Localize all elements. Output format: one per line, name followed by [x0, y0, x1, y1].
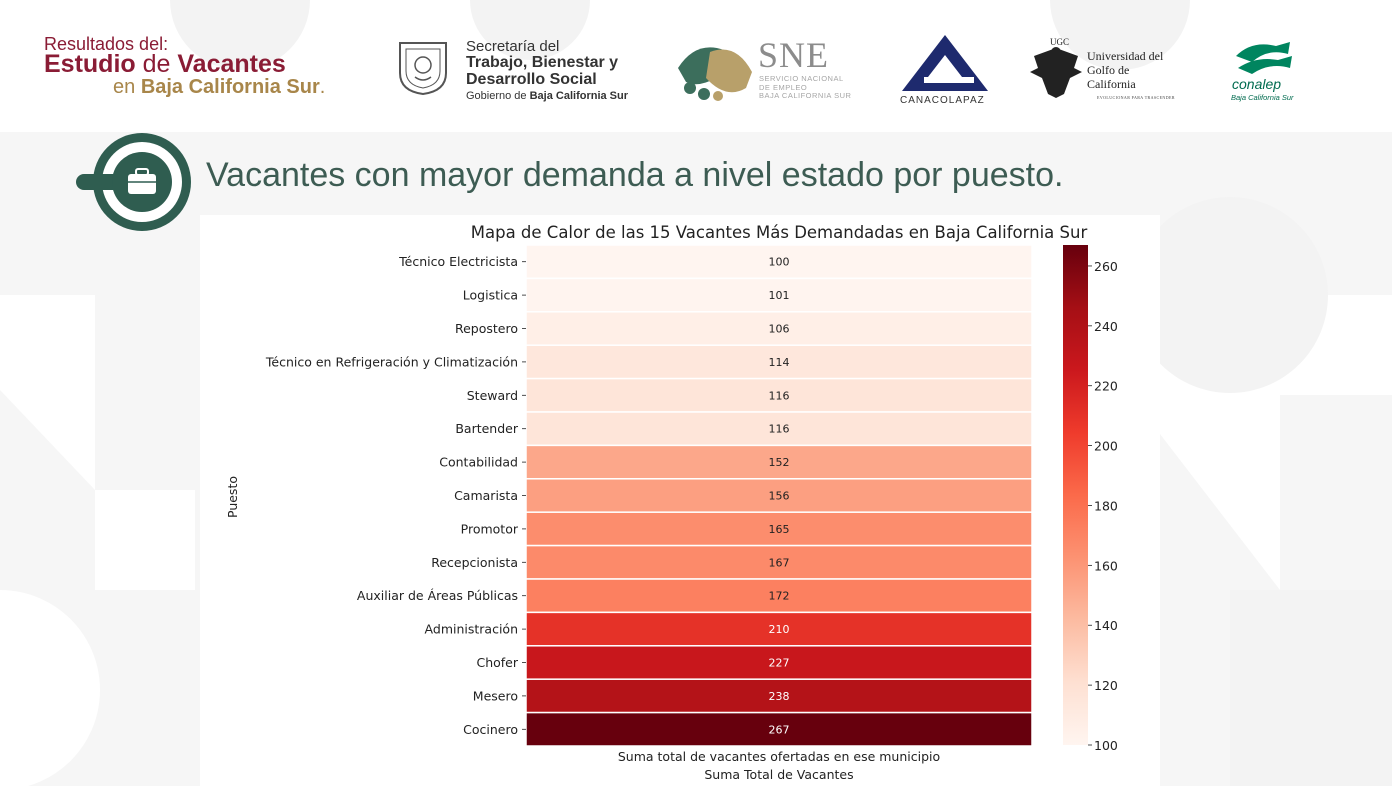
heatmap-cell: [525, 711, 1033, 747]
cell-value-label: 101: [769, 289, 790, 302]
y-tick-label: Mesero: [473, 688, 518, 703]
coat-of-arms-icon: [399, 42, 447, 95]
conalep-emblem-icon: [1236, 42, 1292, 74]
y-tick-label: Steward: [467, 388, 518, 403]
y-tick-label: Cocinero: [463, 722, 518, 737]
colorbar-tick-label: 180: [1094, 498, 1118, 513]
cell-value-label: 167: [769, 556, 790, 569]
y-tick-label: Contabilidad: [439, 455, 518, 470]
cell-value-label: 238: [769, 690, 790, 703]
heatmap-cell: [525, 678, 1033, 714]
cell-value-label: 116: [769, 423, 790, 436]
y-tick-label: Recepcionista: [431, 555, 518, 570]
heatmap-rows: 100 101 106 114 116 116 152 156 165 167 172 210 227 2…: [525, 244, 1033, 747]
cell-value-label: 267: [769, 723, 790, 736]
heatmap-cell: [525, 511, 1033, 547]
eagle-icon: [1030, 47, 1082, 98]
cell-value-label: 156: [769, 490, 790, 503]
conalep-subtitle: Baja California Sur: [1231, 93, 1294, 102]
cell-value-label: 106: [769, 323, 790, 336]
colorbar-tick-label: 140: [1094, 618, 1118, 633]
chart-title: Mapa de Calor de las 15 Vacantes Más Dem…: [471, 223, 1088, 242]
colorbar-tick-label: 160: [1094, 558, 1118, 573]
y-tick-label: Bartender: [455, 421, 519, 436]
x-axis-label: Suma Total de Vacantes: [704, 767, 853, 782]
canaco-triangle-icon: [902, 35, 988, 91]
sne-subtitle: SERVICIO NACIONAL DE EMPLEO BAJA CALIFOR…: [759, 74, 852, 101]
y-tick-label: Chofer: [476, 655, 518, 670]
colorbar-tick-label: 220: [1094, 379, 1118, 394]
colorbar-tick-label: 260: [1094, 259, 1118, 274]
colorbar-ticks: 100 120 140 160 180 200 220 240 260: [1088, 259, 1118, 753]
heatmap-cell: [525, 578, 1033, 614]
brand-line1: Resultados del:: [44, 34, 169, 54]
y-tick-label: Repostero: [455, 321, 518, 336]
cell-value-label: 100: [769, 256, 790, 269]
canaco-label: CANACOLAPAZ: [900, 95, 985, 106]
colorbar-tick-label: 120: [1094, 678, 1118, 693]
ugc-name: Universidad del Golfo de California: [1087, 49, 1164, 91]
ugc-slogan: EVOLUCIONAR PARA TRASCENDER: [1097, 95, 1175, 100]
cell-value-label: 172: [769, 590, 790, 603]
brand-line2: Estudio de Vacantes: [44, 50, 286, 78]
y-tick-label: Auxiliar de Áreas Públicas: [357, 588, 518, 603]
colorbar-tick-label: 240: [1094, 319, 1118, 334]
briefcase-icon: [76, 133, 191, 231]
heatmap-cell: [525, 377, 1033, 413]
cell-value-label: 152: [769, 456, 790, 469]
y-tick-label: Técnico en Refrigeración y Climatización: [265, 354, 518, 369]
cell-value-label: 210: [769, 623, 790, 636]
y-tick-label: Promotor: [461, 521, 519, 536]
cell-value-label: 114: [769, 356, 790, 369]
y-tick-label: Camarista: [454, 488, 518, 503]
cell-value-label: 165: [769, 523, 790, 536]
y-axis-label: Puesto: [225, 476, 240, 518]
y-tick-label: Técnico Electricista: [398, 254, 518, 269]
y-tick-labels: Técnico Electricista Logistica Repostero Té…: [265, 254, 526, 737]
brand-line3: en Baja California Sur.: [113, 76, 326, 98]
secretaria-logo: Secretaría del Trabajo, Bienestar y Desa…: [466, 38, 629, 103]
colorbar-tick-label: 200: [1094, 439, 1118, 454]
section-title: Vacantes con mayor demanda a nivel estad…: [206, 156, 1064, 194]
colorbar-tick-label: 100: [1094, 738, 1118, 753]
heatmap-cell: [525, 311, 1033, 346]
heatmap-cell: [525, 277, 1033, 313]
y-tick-label: Logistica: [463, 288, 518, 303]
cell-value-label: 227: [769, 657, 790, 670]
handshake-icon: [678, 47, 752, 101]
y-tick-label: Administración: [425, 622, 518, 637]
colorbar: [1063, 245, 1088, 745]
conalep-name: conalep: [1232, 76, 1282, 92]
x-tick-label: Suma total de vacantes ofertadas en ese …: [618, 749, 940, 764]
heatmap-cell: [525, 478, 1033, 513]
heatmap-cell: [525, 444, 1033, 480]
sne-title: SNE: [758, 35, 830, 75]
cell-value-label: 116: [769, 389, 790, 402]
heatmap-cell: [525, 411, 1033, 447]
